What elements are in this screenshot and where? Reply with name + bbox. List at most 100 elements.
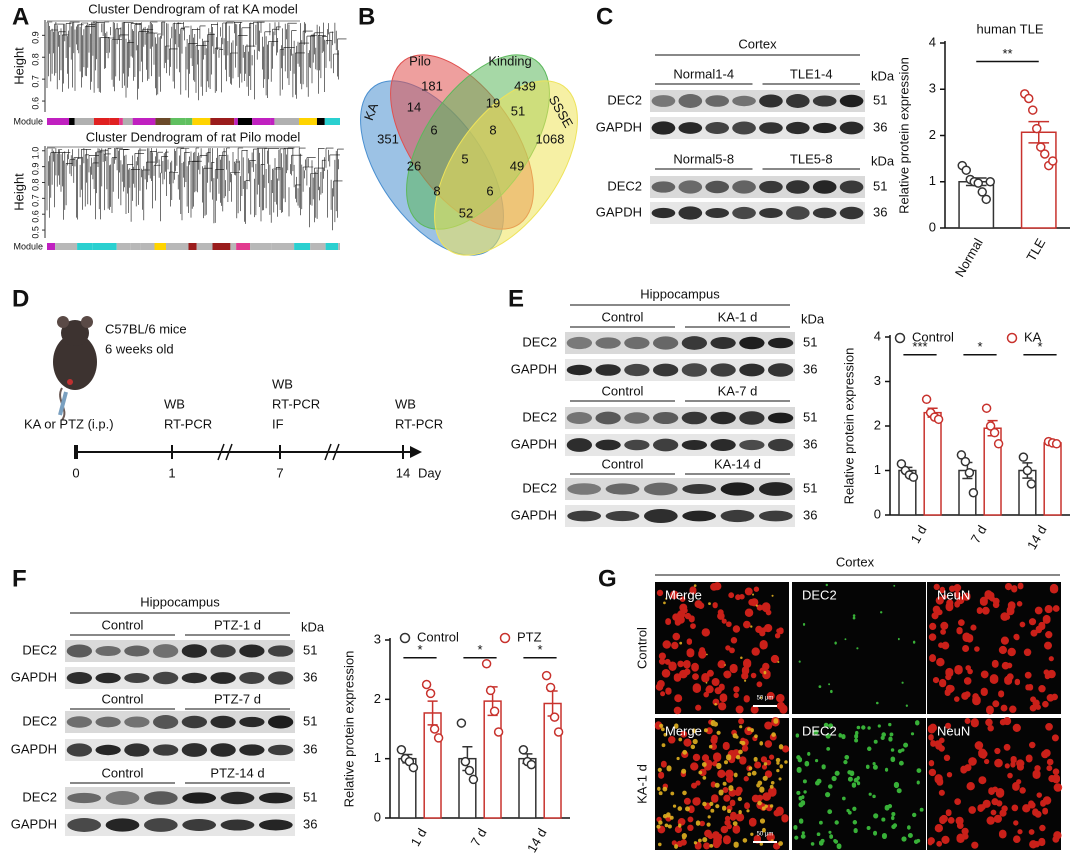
data-point	[1026, 479, 1037, 489]
blot-band	[124, 716, 150, 728]
y-tick-label: 0.9	[30, 31, 40, 44]
assay-label: WB	[272, 376, 293, 391]
column-label: NeuN	[937, 723, 970, 738]
y-tick-label: 1	[874, 462, 881, 477]
blot-band	[239, 672, 265, 684]
blot-band	[66, 672, 93, 684]
blot-band	[678, 94, 703, 108]
kda-label: 51	[803, 409, 817, 424]
data-point	[981, 403, 992, 413]
legend-marker	[894, 332, 906, 344]
module-color	[185, 118, 193, 125]
row-label: KA-1 d	[634, 764, 649, 804]
blot-band	[651, 181, 676, 193]
blot-band	[681, 336, 708, 350]
panel-label: G	[598, 565, 617, 592]
data-point	[464, 765, 475, 776]
blot-band	[567, 510, 602, 522]
protein-label: DEC2	[607, 178, 642, 193]
bar	[923, 411, 942, 516]
protein-label: DEC2	[22, 642, 57, 657]
data-point	[1036, 142, 1046, 152]
blot-strip	[65, 711, 295, 733]
blot-band	[678, 122, 703, 134]
day-label: 0	[72, 465, 79, 480]
blot-band	[732, 121, 756, 135]
protein-label: DEC2	[522, 334, 557, 349]
blot-band	[720, 509, 755, 523]
bar	[1020, 131, 1057, 229]
venn-count: 14	[407, 99, 421, 114]
blot-band	[566, 438, 593, 452]
data-point	[985, 177, 995, 187]
module-color	[109, 118, 120, 125]
blot-band	[220, 819, 255, 831]
blot-band	[720, 482, 755, 496]
data-point	[921, 394, 932, 405]
y-tick-label: 2	[374, 691, 381, 706]
column-label: DEC2	[802, 723, 837, 738]
significance-label: *	[477, 642, 482, 657]
group-label: Control	[602, 456, 644, 471]
day-unit: Day	[418, 465, 442, 480]
blot-region: Hippocampus	[640, 286, 720, 301]
venn-set-label: KA	[361, 101, 381, 123]
module-color	[132, 118, 156, 125]
blot-band	[95, 716, 121, 728]
kda-label: 51	[873, 92, 887, 107]
module-color	[270, 118, 275, 125]
blot-band	[239, 716, 265, 728]
protein-label: GAPDH	[11, 669, 57, 684]
blot-band	[785, 206, 810, 220]
blot-band	[739, 439, 765, 451]
y-tick-label: 3	[929, 81, 936, 96]
blot-band	[759, 180, 783, 194]
blot-band	[681, 411, 708, 425]
module-color	[69, 118, 75, 125]
venn-count: 351	[377, 131, 399, 146]
data-point	[425, 688, 436, 699]
blot-band	[258, 792, 293, 804]
venn-count: 51	[511, 103, 525, 118]
module-color	[325, 243, 339, 250]
y-tick-label: 0.6	[30, 97, 40, 110]
protein-label: GAPDH	[596, 204, 642, 219]
venn-count: 6	[486, 183, 493, 198]
panel-label: E	[508, 285, 524, 312]
protein-label: GAPDH	[511, 361, 557, 376]
blot-band	[652, 363, 679, 377]
kda-label: 36	[303, 741, 317, 756]
blot-band	[682, 483, 717, 495]
y-tick-label: 0.5	[30, 226, 40, 239]
blot-band	[682, 510, 717, 522]
assay-label: WB	[395, 396, 416, 411]
legend-label: KA	[1024, 329, 1042, 344]
module-color	[116, 243, 131, 250]
unit-label: kDa	[871, 68, 895, 83]
blot-band	[105, 791, 140, 805]
y-axis-label: Height	[11, 173, 26, 211]
data-point	[993, 439, 1004, 449]
blot-band	[239, 744, 265, 756]
blot-band	[181, 644, 208, 658]
y-tick-label: 2	[874, 417, 881, 432]
injection-site	[67, 379, 73, 385]
module-color	[324, 118, 340, 125]
blot-strip	[650, 90, 865, 112]
blot-band	[182, 792, 217, 804]
data-point	[908, 472, 919, 482]
data-point	[429, 724, 440, 734]
module-color	[155, 118, 171, 125]
subject-label: C57BL/6 mice	[105, 321, 187, 336]
module-color	[252, 118, 271, 125]
blot-band	[681, 363, 708, 377]
y-tick-label: 4	[929, 34, 936, 49]
blot-band	[785, 94, 810, 108]
data-point	[933, 414, 944, 425]
kda-label: 36	[303, 816, 317, 831]
data-point	[1032, 123, 1042, 134]
day-label: 14	[396, 465, 410, 480]
data-point	[481, 658, 492, 669]
blot-band	[839, 94, 864, 108]
module-color	[55, 243, 78, 250]
